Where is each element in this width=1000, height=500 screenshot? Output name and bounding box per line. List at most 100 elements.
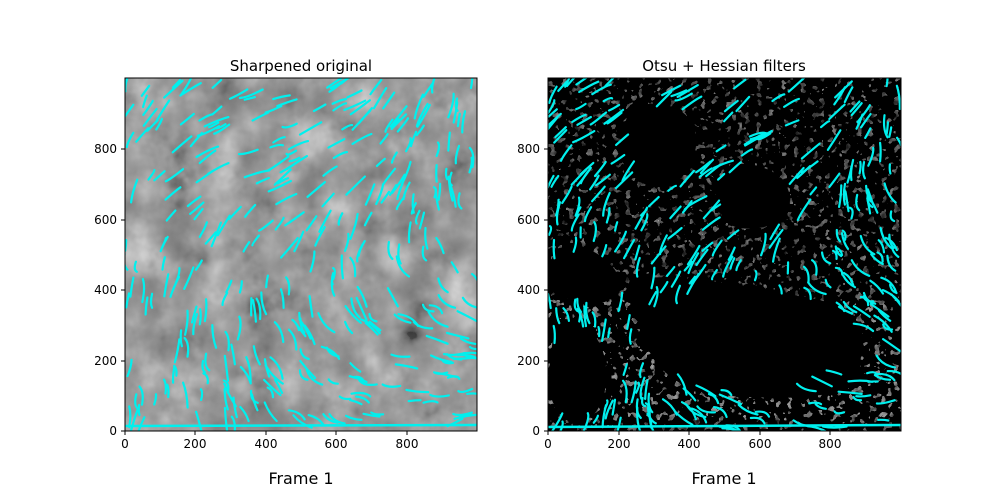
- fibril-stroke: [456, 112, 461, 128]
- fibril-stroke: [450, 261, 459, 274]
- fibril-stroke: [280, 237, 299, 259]
- fibril-stroke: [667, 226, 683, 240]
- fibril-stroke: [421, 303, 435, 313]
- fibril-stroke: [809, 186, 818, 196]
- fibril-stroke: [421, 245, 428, 262]
- fibril-stroke: [331, 98, 347, 105]
- fibril-stroke: [701, 241, 714, 252]
- fibril-stroke: [325, 346, 340, 358]
- fibril-stroke: [287, 140, 310, 151]
- fibril-stroke: [447, 92, 455, 119]
- fibril-stroke: [864, 127, 872, 139]
- fibril-stroke: [309, 250, 316, 273]
- fibril-stroke: [203, 116, 230, 128]
- fibril-stroke: [735, 259, 742, 272]
- fibril-stroke: [559, 144, 573, 162]
- fibril-stroke: [251, 234, 261, 247]
- fibril-stroke: [435, 236, 445, 255]
- fibril-stroke: [753, 269, 758, 282]
- fibril-stroke: [415, 124, 425, 137]
- fibril-stroke: [285, 149, 298, 156]
- fibril-stroke: [614, 221, 619, 232]
- fibril-stroke: [173, 338, 181, 364]
- fibril-stroke: [635, 256, 641, 278]
- fibril-stroke: [838, 305, 854, 315]
- fibril-stroke: [441, 360, 454, 365]
- fibril-stroke: [875, 354, 896, 369]
- plot-frame: [124, 77, 478, 432]
- fibril-stroke: [299, 359, 317, 380]
- fibril-stroke: [570, 213, 580, 232]
- fibril-stroke: [842, 274, 857, 289]
- fibril-stroke: [195, 145, 220, 159]
- fibril-stroke: [876, 251, 884, 263]
- fibril-stroke: [630, 380, 637, 404]
- fibril-stroke: [275, 192, 298, 206]
- fibril-stroke: [754, 410, 771, 418]
- fibril-stroke: [828, 172, 841, 188]
- fibril-stroke: [869, 302, 890, 318]
- fibril-stroke: [273, 378, 284, 394]
- fibril-stroke: [835, 228, 842, 243]
- fibril-stroke: [879, 141, 882, 163]
- fibril-stroke: [859, 234, 876, 256]
- fibril-stroke: [186, 195, 202, 208]
- x-tick-label: 800: [396, 437, 419, 451]
- fibril-stroke: [202, 372, 209, 385]
- fibril-stroke: [428, 304, 444, 315]
- fibril-stroke: [870, 253, 884, 266]
- fibril-stroke: [330, 279, 336, 297]
- fibril-stroke: [171, 365, 176, 384]
- fibril-stroke: [468, 156, 474, 174]
- fibril-stroke: [877, 418, 890, 422]
- fibril-stroke: [255, 297, 262, 321]
- fibril-stroke: [437, 182, 442, 201]
- fibril-stroke: [683, 260, 693, 272]
- fibril-stroke: [860, 113, 872, 129]
- fibril-stroke: [707, 392, 720, 405]
- fibril-stroke: [866, 194, 879, 214]
- fibril-stroke: [390, 151, 398, 164]
- fibril-stroke: [623, 238, 636, 260]
- fibril-stroke: [843, 86, 854, 104]
- fibril-stroke: [803, 286, 812, 301]
- fibril-stroke: [710, 268, 718, 281]
- fibril-stroke: [171, 135, 193, 154]
- fibril-stroke: [861, 161, 866, 180]
- fibril-stroke: [548, 108, 558, 118]
- x-axis: 0 200 400 600 800: [121, 431, 418, 451]
- fibril-stroke: [795, 382, 817, 393]
- fibril-stroke: [169, 275, 181, 298]
- fibril-stroke: [696, 405, 716, 414]
- fibril-stroke: [442, 352, 467, 357]
- fibril-stroke: [380, 190, 391, 204]
- fibril-stroke: [670, 89, 688, 98]
- fibril-stroke: [723, 111, 734, 123]
- fibril-stroke: [687, 252, 700, 275]
- fibril-stroke: [368, 312, 378, 323]
- fibril-stroke: [650, 245, 667, 265]
- fibril-stroke: [326, 78, 344, 89]
- fibril-stroke: [368, 320, 382, 332]
- fibril-stroke: [340, 254, 344, 280]
- fibril-stroke: [875, 399, 896, 405]
- fibril-stroke: [287, 409, 306, 421]
- fibril-stroke: [552, 324, 556, 345]
- fibril-stroke: [855, 113, 864, 130]
- fibril-stroke: [267, 155, 290, 172]
- fibril-stroke: [844, 190, 850, 213]
- fibril-stroke: [298, 369, 309, 381]
- fibril-stroke: [661, 398, 678, 416]
- fibril-stroke: [274, 216, 285, 231]
- fibril-stroke: [886, 369, 901, 376]
- fibril-stroke: [712, 406, 728, 419]
- fibril-stroke: [223, 387, 229, 411]
- fibril-stroke: [328, 413, 346, 425]
- fibril-stroke: [636, 406, 642, 431]
- fibril-stroke: [211, 78, 223, 89]
- fibril-stroke: [350, 297, 361, 319]
- x-tick-label: 400: [678, 437, 701, 451]
- fibril-stroke: [882, 114, 889, 139]
- fibril-stroke: [885, 78, 889, 88]
- fibril-stroke: [198, 221, 208, 238]
